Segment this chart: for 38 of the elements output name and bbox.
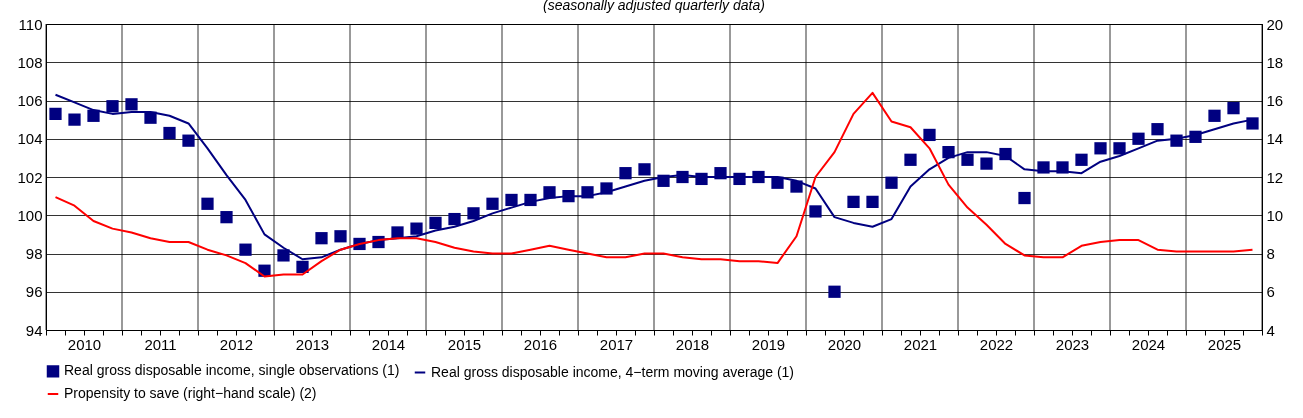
x-tick-label: 2019 — [751, 335, 786, 353]
x-tick-label: 2025 — [1207, 335, 1242, 353]
y2-tick-label: 8 — [1266, 245, 1275, 262]
y2-tick-label: 18 — [1266, 53, 1284, 71]
y-tick-label: 110 — [18, 15, 43, 33]
y-tick-label: 104 — [17, 130, 43, 148]
x-tick-label: 2010 — [67, 335, 102, 353]
y2-tick-label: 14 — [1266, 130, 1284, 148]
y-tick-label: 108 — [17, 53, 43, 71]
x-tick-label: 2024 — [1131, 335, 1166, 353]
x-tick-label: 2012 — [219, 335, 254, 353]
y-tick-label: 98 — [25, 245, 43, 262]
y2-tick-label: 4 — [1266, 321, 1275, 339]
x-tick-label: 2013 — [295, 335, 330, 353]
y-tick-label: 102 — [17, 168, 43, 186]
x-tick-label: 2015 — [447, 335, 482, 353]
y2-tick-label: 16 — [1266, 92, 1284, 109]
y2-tick-label: 10 — [1266, 206, 1284, 224]
legend-label: Real gross disposable income, 4−term moving average (1) — [431, 363, 795, 380]
x-tick-label: 2014 — [371, 335, 406, 353]
x-tick-label: 2020 — [827, 335, 862, 353]
y-tick-label: 106 — [17, 92, 43, 109]
x-tick-label: 2011 — [144, 335, 177, 353]
y-tick-label: 100 — [17, 206, 43, 224]
y-tick-label: 96 — [25, 283, 43, 301]
x-tick-label: 2022 — [979, 335, 1014, 353]
x-tick-label: 2017 — [599, 335, 634, 353]
legend-label: Real gross disposable income, single observations (1) — [64, 362, 400, 379]
y2-tick-label: 12 — [1266, 168, 1284, 186]
legend-label: Propensity to save (right−hand scale) (2) — [64, 385, 317, 401]
x-tick-label: 2016 — [523, 335, 558, 353]
y2-tick-label: 6 — [1266, 283, 1275, 301]
chart-subtitle: (seasonally adjusted quarterly data) — [543, 0, 765, 13]
x-tick-label: 2018 — [675, 335, 710, 353]
y-tick-label: 94 — [25, 321, 43, 339]
y2-tick-label: 20 — [1266, 15, 1284, 33]
x-tick-label: 2021 — [903, 335, 938, 353]
x-tick-label: 2023 — [1055, 335, 1090, 353]
